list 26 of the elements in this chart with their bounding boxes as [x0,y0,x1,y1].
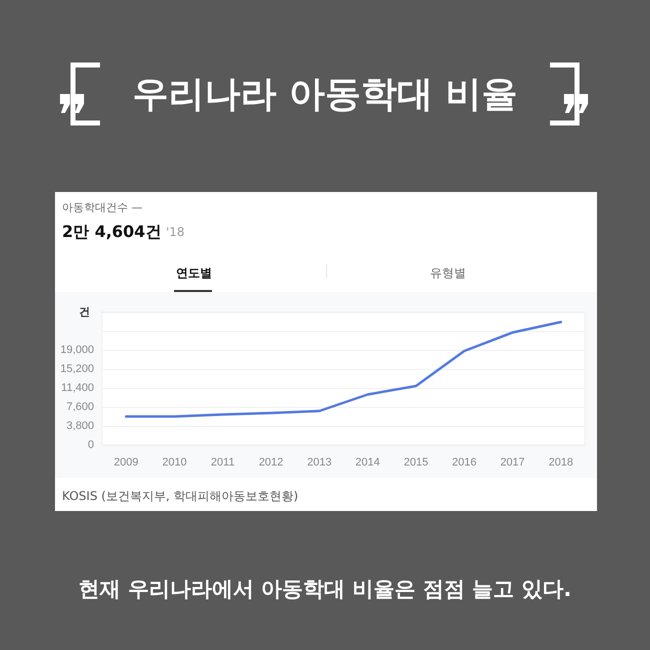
x-tick-label: 2013 [307,456,332,468]
text: 연도별 [176,265,212,282]
chart-title: 우리나라 아동학대 비율 [131,73,519,117]
x-tick-label: 2015 [404,456,428,468]
text: 2만 4,604건 [62,222,162,243]
text: 현재 우리나라에서 아동학대 비율은 점점 늘고 있다. [78,576,572,603]
x-tick-label: 2010 [162,456,187,468]
x-tick-label: 2009 [114,456,138,468]
y-axis-title: 건 [79,306,90,318]
text: 유형별 [430,265,466,282]
text: KOSIS (보건복지부, 학대피해아동보호현황) [62,488,298,505]
y-tick-label: 3,800 [66,420,94,432]
line-series [124,320,562,418]
y-tick-label: 15,200 [60,363,94,375]
x-tick-label: 2014 [355,456,380,468]
y-tick-label: 0 [88,439,94,451]
text: '18 [166,225,185,239]
text: 아동학대건수 — [62,200,142,215]
x-tick-label: 2017 [500,456,525,468]
x-tick-label: 2012 [258,456,284,468]
y-tick-label: 7,600 [66,401,94,413]
x-tick-label: 2018 [548,456,574,468]
x-tick-label: 2011 [210,456,235,468]
x-tick-label: 2016 [452,456,476,468]
y-tick-label: 19,000 [60,344,94,356]
y-tick-label: 11,400 [61,382,94,394]
